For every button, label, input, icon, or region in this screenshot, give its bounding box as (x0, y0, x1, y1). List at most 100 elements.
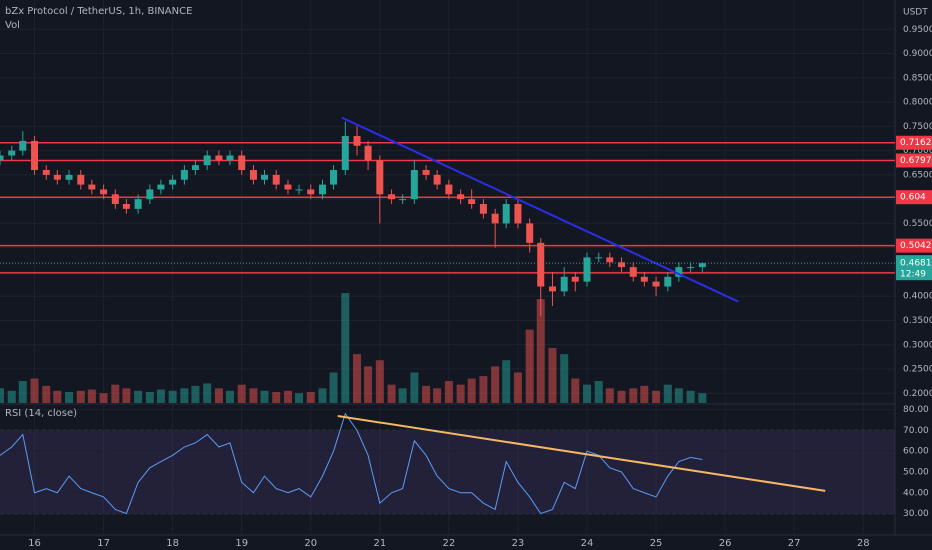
volume-bar (168, 390, 177, 403)
trend-line (341, 116, 739, 303)
candle-body (319, 184, 327, 195)
volume-bar (0, 388, 4, 403)
volume-bar (456, 384, 465, 403)
volume-bar (180, 388, 189, 403)
candle-body (249, 170, 257, 180)
volume-bar (237, 384, 246, 403)
volume-bar (156, 389, 165, 403)
rsi-line (0, 412, 703, 515)
y-tick-label: 0.6500 (903, 170, 932, 180)
y-tick-label: 40.00 (903, 488, 929, 498)
volume-bar (53, 390, 62, 403)
chart-title: bZx Protocol / TetherUS, 1h, BINANCE (5, 6, 192, 17)
level-label: 0.5042 (900, 241, 932, 251)
candle-body (330, 170, 338, 185)
volume-bar (76, 390, 85, 403)
candle-body (583, 257, 591, 282)
candle-body (433, 174, 441, 185)
candle-body (146, 189, 154, 200)
volume-bar (145, 392, 154, 403)
y-tick-label: 60.00 (903, 447, 929, 457)
candle-body (652, 281, 660, 287)
x-tick-label: 24 (581, 538, 594, 549)
volume-bar (87, 389, 96, 403)
y-tick-label: 0.5500 (903, 219, 932, 229)
candle-body (238, 155, 246, 171)
candle-body (479, 204, 487, 214)
x-tick-label: 17 (97, 538, 110, 549)
y-tick-label: 0.9500 (903, 25, 932, 35)
candle-body (111, 194, 119, 204)
candle-body (226, 155, 234, 161)
volume-bar (122, 388, 131, 403)
candle-body (42, 170, 50, 175)
candle-body (353, 136, 361, 146)
rsi-trend-line (337, 415, 826, 492)
candle-body (640, 276, 648, 282)
volume-bar (629, 388, 638, 403)
last-price-bg (896, 255, 932, 281)
volume-bar (387, 384, 396, 403)
volume-bar (571, 378, 580, 403)
candle-body (457, 194, 465, 200)
volume-bar (30, 378, 39, 403)
x-tick-label: 23 (512, 538, 525, 549)
x-tick-label: 27 (788, 538, 801, 549)
candle-body (422, 170, 430, 175)
volume-bar (652, 390, 661, 403)
x-tick-label: 19 (235, 538, 248, 549)
volume-bar (398, 388, 407, 403)
volume-bar (640, 385, 649, 403)
volume-bar (433, 388, 442, 403)
volume-bar (548, 348, 557, 403)
level-label: 0.7162 (900, 138, 932, 148)
candle-body (77, 174, 85, 185)
candle-body (364, 145, 372, 161)
y-tick-label: 0.2500 (903, 365, 932, 375)
volume-label: Vol (5, 20, 20, 31)
candle-body (272, 174, 280, 185)
volume-bar (283, 390, 292, 403)
candle-body (526, 223, 534, 243)
candle-body (698, 263, 706, 268)
candle-body (606, 257, 614, 263)
volume-bar (203, 383, 212, 403)
candle-body (618, 262, 626, 268)
volume-bar (444, 381, 453, 403)
candle-body (560, 276, 568, 292)
candle-body (687, 267, 695, 269)
candle-body (169, 179, 177, 185)
grid (0, 0, 895, 535)
volume-bar (272, 392, 281, 403)
candle-body (388, 194, 396, 200)
volume-bar (295, 393, 304, 403)
volume-bar (318, 388, 327, 403)
candle-body (491, 213, 499, 224)
volume-bar (225, 390, 234, 403)
candle-body (664, 276, 672, 287)
x-tick-label: 26 (719, 538, 732, 549)
candle-body (31, 140, 39, 171)
y-tick-label: 0.9000 (903, 49, 932, 59)
y-tick-label: 30.00 (903, 509, 929, 519)
volume-bar (513, 372, 522, 403)
volume-bar (191, 385, 200, 403)
volume-bar (582, 384, 591, 403)
volume-bar (214, 388, 223, 403)
x-tick-label: 20 (304, 538, 317, 549)
candle-body (180, 170, 188, 180)
candle-body (0, 155, 4, 161)
candle-body (19, 140, 27, 151)
level-label-bg (896, 190, 932, 205)
x-tick-label: 16 (28, 538, 41, 549)
volume-bar (422, 385, 431, 403)
volume-bar (617, 390, 626, 403)
y-tick-label: 0.8000 (903, 98, 932, 108)
candle-body (65, 174, 73, 180)
candle-body (675, 267, 683, 277)
volume-bar (663, 384, 672, 403)
y-tick-label: 0.8500 (903, 73, 932, 83)
labels: 16 17 18 19 20 21 22 23 24 25 26 27 28 0.2000 0.2500 0.… (28, 25, 932, 549)
